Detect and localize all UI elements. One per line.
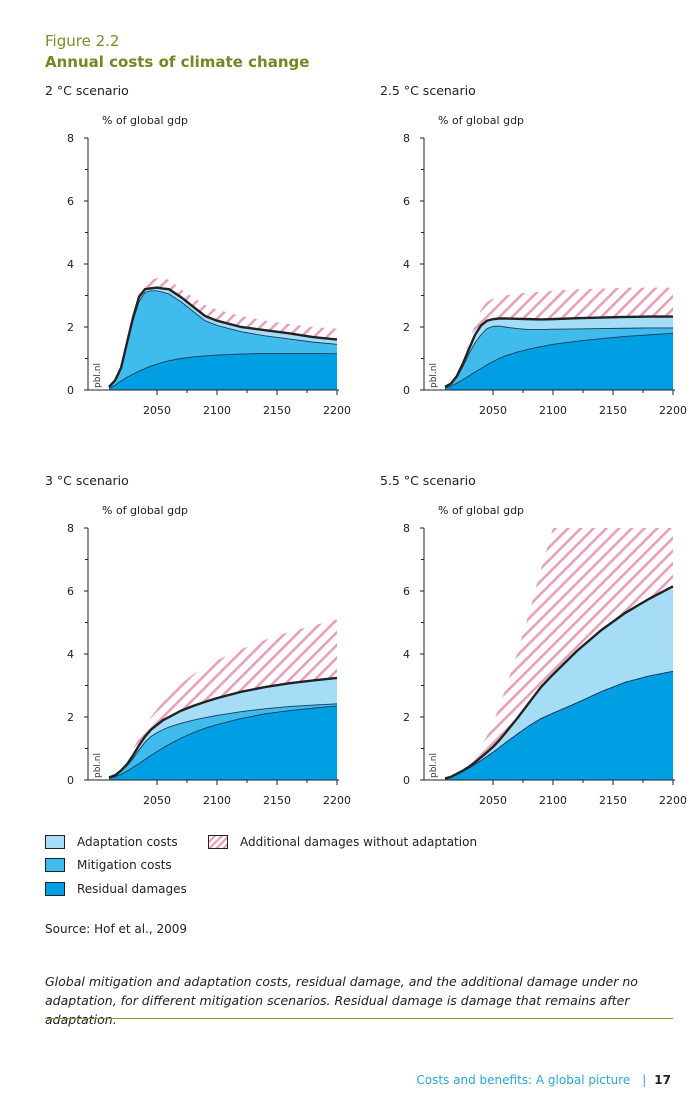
line-residual-damages [108, 705, 338, 779]
x-tick-label: 2100 [203, 404, 231, 417]
area-adaptation-costs [109, 287, 337, 387]
charts-canvas: 2 °C scenario % of global gdp 0 2 4 6 8 2050 210… [45, 83, 687, 807]
figure-label: Figure 2.2 [45, 32, 120, 50]
area-additional-damages [109, 619, 337, 778]
x-tick-label: 2150 [599, 794, 627, 807]
legend-item-additional: Additional damages without adaptation [208, 835, 477, 849]
legend-swatch-residual [45, 882, 65, 896]
footer-separator: | [642, 1073, 647, 1087]
x-tick-label: 2200 [323, 794, 351, 807]
legend-label-residual: Residual damages [77, 882, 187, 896]
area-residual-damages [445, 333, 673, 390]
area-mitigation-costs [109, 290, 337, 389]
line-adaptation-costs [108, 676, 338, 779]
x-tick-label: 2200 [659, 794, 687, 807]
footer-section-title: Costs and benefits: A global picture [416, 1073, 631, 1087]
y-tick-label: 4 [67, 258, 74, 271]
caption-divider [45, 1018, 673, 1019]
y-tick-label: 4 [67, 648, 74, 661]
x-tick-label: 2050 [143, 404, 171, 417]
x-tick-label: 2150 [263, 404, 291, 417]
x-tick-label: 2100 [539, 404, 567, 417]
y-tick-label: 8 [403, 522, 410, 535]
area-residual-damages [109, 705, 337, 780]
legend-label-mitigation: Mitigation costs [77, 858, 172, 872]
area-mitigation-costs [445, 326, 673, 389]
y-axis-label: % of global gdp [102, 504, 188, 517]
watermark: pbl.nl [93, 363, 103, 388]
watermark: pbl.nl [93, 753, 103, 778]
legend-item-mitigation: Mitigation costs [45, 858, 172, 872]
x-tick-label: 2200 [323, 404, 351, 417]
area-additional-damages [445, 528, 673, 779]
legend-swatch-mitigation [45, 858, 65, 872]
area-residual-damages [109, 353, 337, 390]
source-note: Source: Hof et al., 2009 [45, 922, 188, 936]
chart-panel-1: 2 °C scenario % of global gdp 0 2 4 6 8 2050 210… [45, 83, 351, 417]
y-tick-label: 6 [403, 585, 410, 598]
y-tick-label: 6 [67, 585, 74, 598]
y-tick-label: 8 [67, 132, 74, 145]
y-tick-label: 0 [67, 774, 74, 787]
y-tick-label: 2 [67, 711, 74, 724]
area-additional-damages [445, 287, 673, 387]
line-residual-damages [108, 353, 338, 389]
figure-caption: Global mitigation and adaptation costs, … [45, 974, 638, 1027]
x-tick-label: 2050 [143, 794, 171, 807]
chart-panel-3: 3 °C scenario % of global gdp 0 2 4 6 8 2050 210… [45, 473, 351, 807]
legend-item-adaptation: Adaptation costs [45, 835, 178, 849]
area-adaptation-costs [445, 586, 673, 779]
line-mitigation-costs [444, 325, 673, 388]
x-tick-label: 2050 [479, 794, 507, 807]
legend-label-adaptation: Adaptation costs [77, 835, 178, 849]
legend: Adaptation costs Mitigation costs Residu… [45, 835, 665, 905]
line-mitigation-costs [444, 670, 674, 779]
y-tick-label: 8 [403, 132, 410, 145]
area-adaptation-costs [109, 677, 337, 778]
y-tick-label: 2 [403, 321, 410, 334]
y-axis-label: % of global gdp [438, 114, 524, 127]
x-tick-label: 2100 [539, 794, 567, 807]
y-tick-label: 2 [67, 321, 74, 334]
y-tick-label: 4 [403, 648, 410, 661]
y-tick-label: 8 [67, 522, 74, 535]
x-tick-label: 2050 [479, 404, 507, 417]
y-tick-label: 6 [67, 195, 74, 208]
watermark: pbl.nl [429, 753, 439, 778]
page-footer: Costs and benefits: A global picture | 17 [416, 1073, 671, 1087]
area-adaptation-costs [445, 316, 673, 387]
chart-panel-4: 5.5 °C scenario % of global gdp 0 2 4 6 8 2050 2… [380, 473, 687, 807]
area-residual-damages [445, 671, 673, 780]
y-tick-label: 6 [403, 195, 410, 208]
line-residual-damages [444, 332, 674, 389]
x-tick-label: 2200 [659, 404, 687, 417]
y-tick-label: 0 [67, 384, 74, 397]
y-tick-label: 0 [403, 774, 410, 787]
legend-swatch-additional [208, 835, 228, 849]
y-axis-label: % of global gdp [102, 114, 188, 127]
x-tick-label: 2100 [203, 794, 231, 807]
y-tick-label: 4 [403, 258, 410, 271]
page-number: 17 [654, 1073, 671, 1087]
line-adaptation-costs [444, 585, 674, 780]
chart-panel-2: 2.5 °C scenario % of global gdp 0 2 4 6 8 2050 2… [380, 83, 687, 417]
chart-title: 2 °C scenario [45, 83, 129, 98]
x-tick-label: 2150 [263, 794, 291, 807]
y-tick-label: 2 [403, 711, 410, 724]
line-adaptation-costs [108, 286, 338, 388]
area-mitigation-costs [109, 703, 337, 779]
line-adaptation-costs [444, 315, 673, 388]
y-axis-label: % of global gdp [438, 504, 524, 517]
y-tick-label: 0 [403, 384, 410, 397]
chart-title: 3 °C scenario [45, 473, 129, 488]
chart-title: 5.5 °C scenario [380, 473, 476, 488]
legend-item-residual: Residual damages [45, 882, 187, 896]
figure-title: Annual costs of climate change [45, 53, 310, 71]
watermark: pbl.nl [429, 363, 439, 388]
x-tick-label: 2150 [599, 404, 627, 417]
legend-label-additional: Additional damages without adaptation [240, 835, 478, 849]
legend-swatch-adaptation [45, 835, 65, 849]
chart-title: 2.5 °C scenario [380, 83, 476, 98]
